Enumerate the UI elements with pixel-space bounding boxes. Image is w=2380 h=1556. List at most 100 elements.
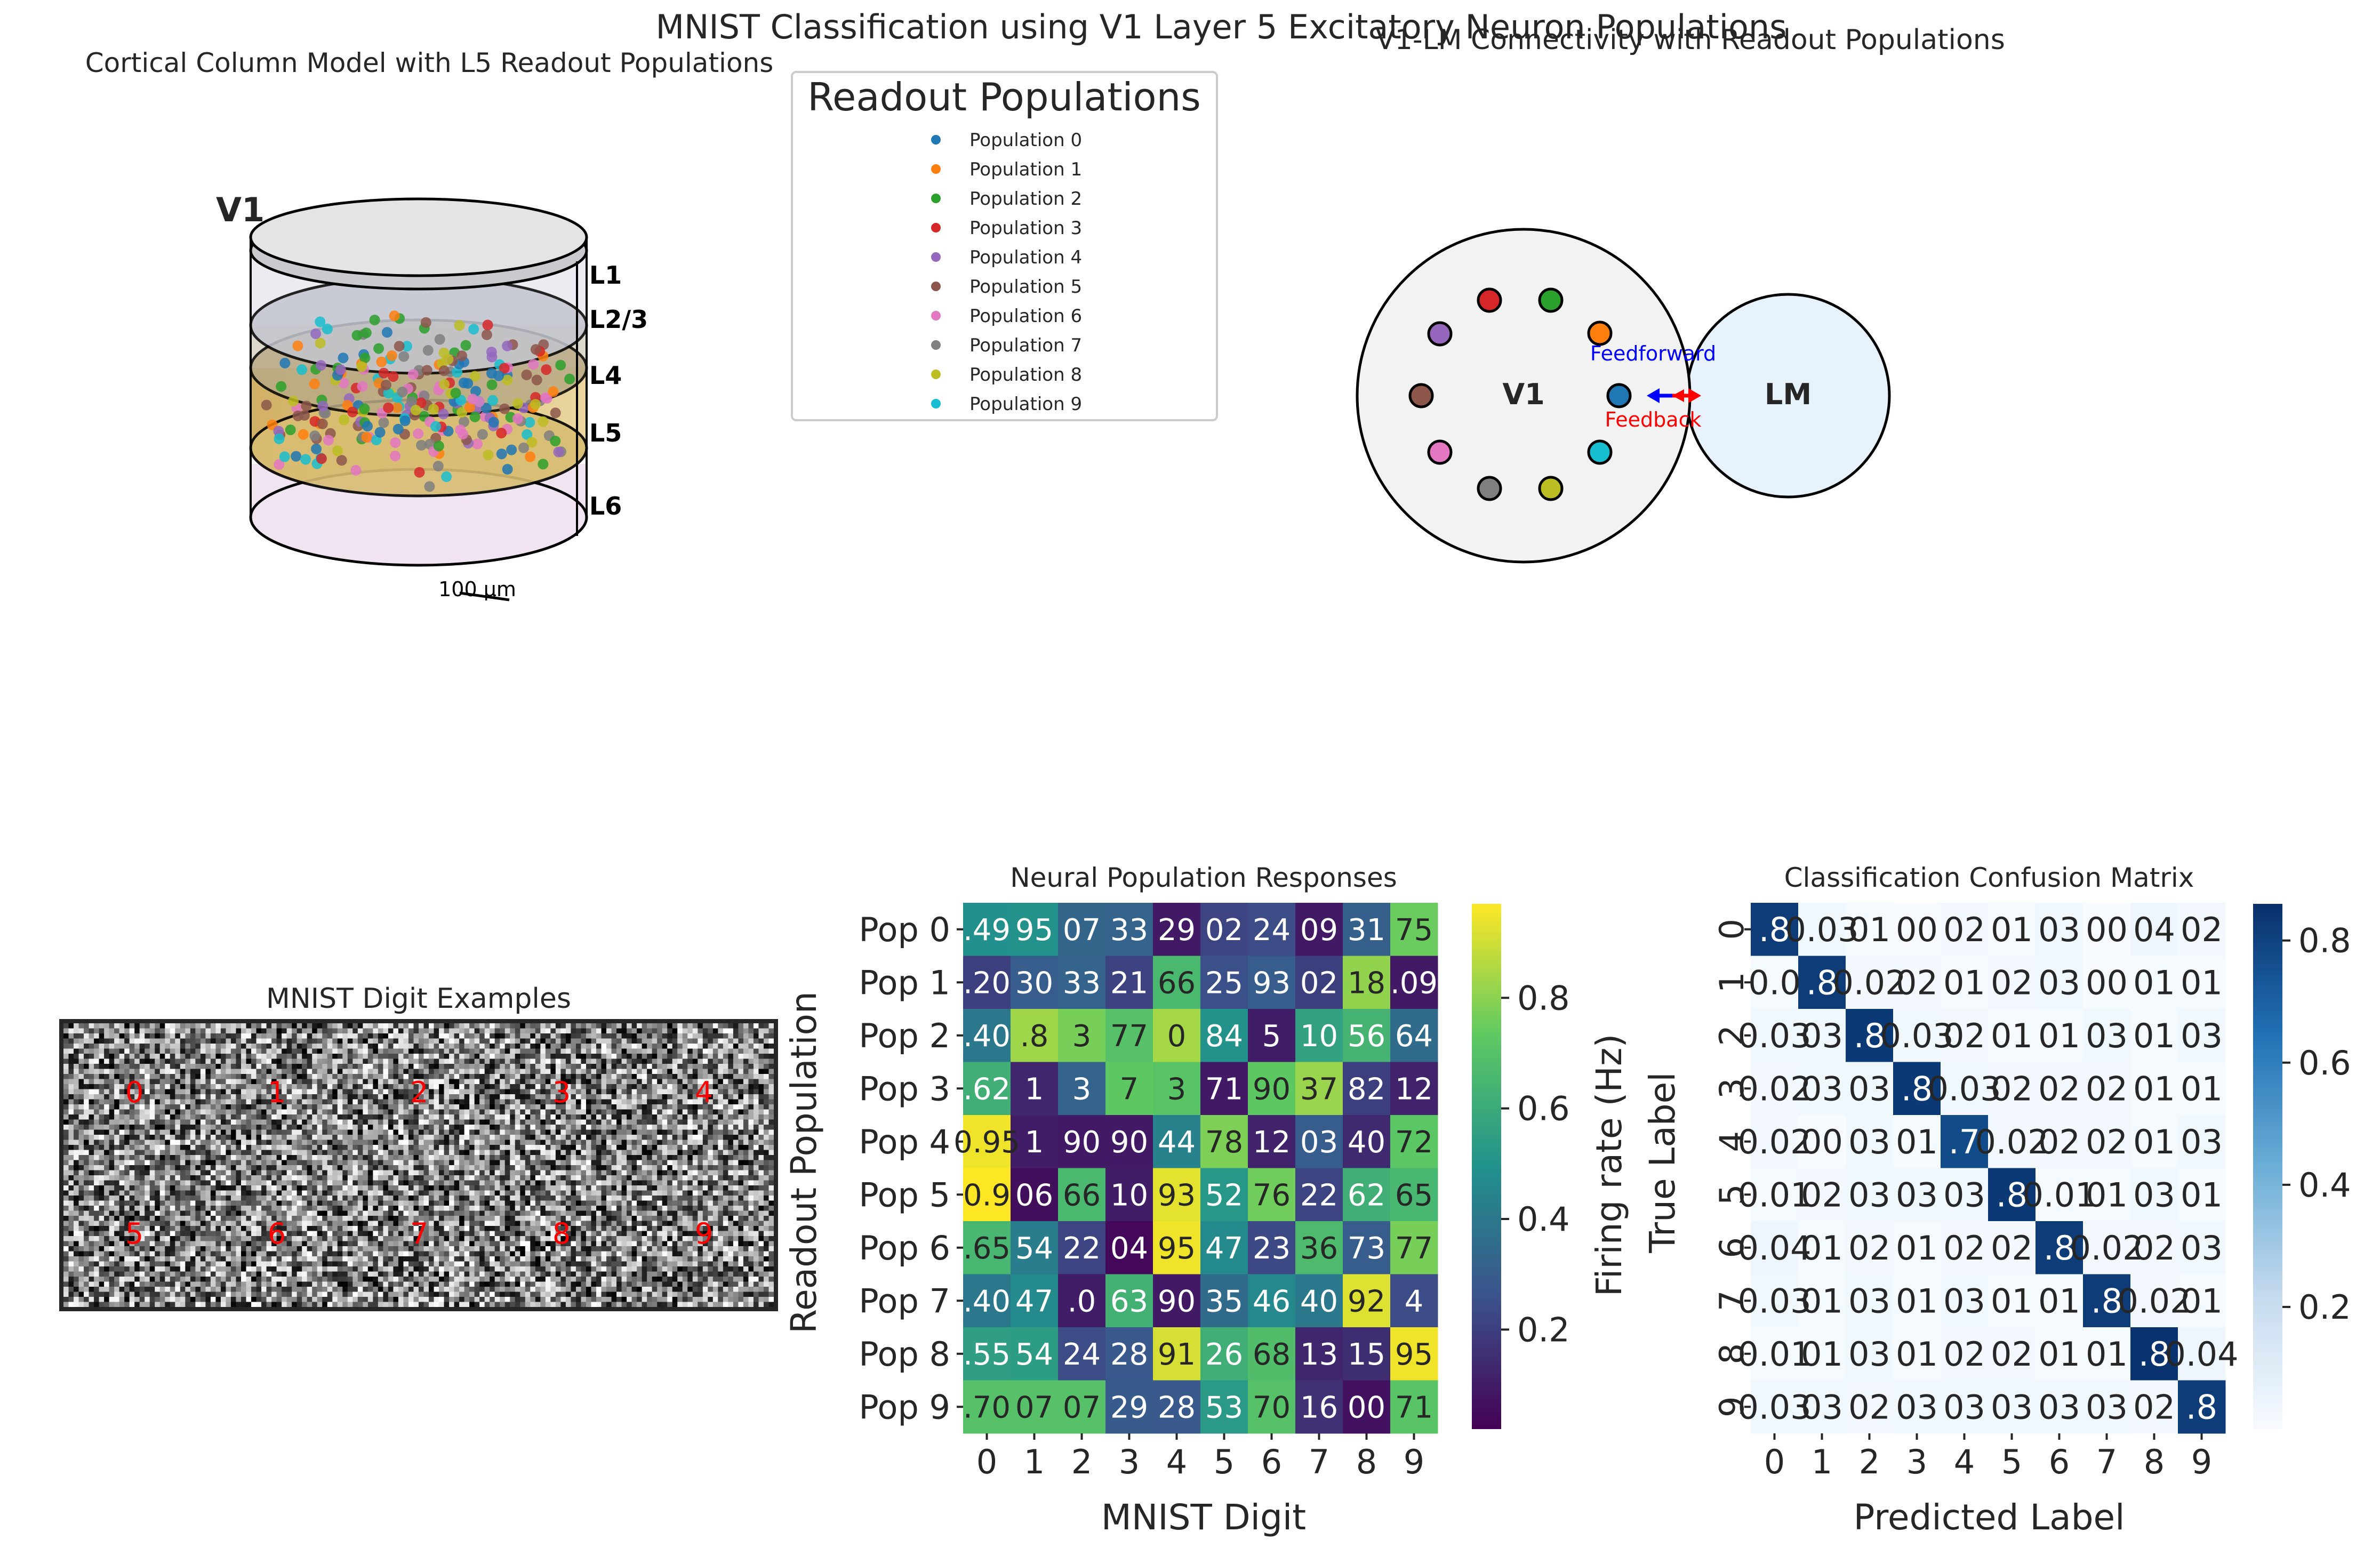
neuron-dot — [472, 438, 483, 450]
x-tick-label: 8 — [1356, 1442, 1377, 1481]
heatmap-cell — [1105, 1009, 1153, 1062]
neuron-dot — [454, 320, 465, 331]
column-area-label: V1 — [216, 190, 265, 229]
heatmap-cell — [963, 903, 1011, 956]
heatmap-cell — [963, 1327, 1011, 1381]
heatmap-cell — [1343, 1327, 1391, 1381]
neuron-dot — [434, 334, 445, 345]
neuron-dot — [499, 403, 510, 414]
confusion-matrix-yticks: 0 1 2 3 4 5 6 7 8 9 — [1712, 919, 1751, 1417]
neuron-dot — [292, 410, 303, 421]
heatmap-cell-label: .20 — [963, 966, 1011, 1000]
x-tick-label: 7 — [1309, 1442, 1329, 1481]
heatmap-cell-label: 0.02 — [2117, 1282, 2191, 1321]
response-heatmap-xlabel: MNIST Digit — [1101, 1497, 1306, 1538]
mnist-digit-label-5: 5 — [125, 1217, 143, 1250]
heatmap-cell-label: .8 — [2091, 1282, 2122, 1321]
heatmap-cell — [1153, 1062, 1201, 1116]
heatmap-cell — [1751, 903, 1799, 956]
colorbar-tick-label: 0.8 — [1517, 978, 1570, 1017]
heatmap-cell-label: 3 — [1072, 1019, 1092, 1054]
heatmap-cell — [1751, 1274, 1799, 1328]
heatmap-cell — [1846, 1115, 1894, 1168]
layer-l23-top-edge — [249, 276, 588, 375]
heatmap-cell — [1200, 1274, 1248, 1328]
heatmap-cell — [1893, 1380, 1941, 1434]
layer-label-l5: L5 — [589, 419, 622, 447]
heatmap-cell — [1105, 1168, 1153, 1222]
neuron-dot — [480, 403, 492, 414]
heatmap-cell — [1846, 1009, 1894, 1062]
heatmap-cell — [1295, 1380, 1343, 1434]
heatmap-cell — [2083, 1221, 2131, 1274]
heatmap-cell-label: 52 — [1205, 1178, 1243, 1213]
neuron-dot — [274, 459, 285, 470]
y-tick-label: 4 — [1712, 1131, 1751, 1152]
connectivity-panel: V1-LM Connectivity with Readout Populati… — [1356, 24, 2005, 564]
scale-bar — [459, 591, 510, 601]
cortical-column-panel: Cortical Column Model with L5 Readout Po… — [85, 47, 773, 601]
neuron-dot — [481, 329, 492, 340]
neuron-dot — [315, 338, 326, 349]
legend-entry-2: Population 2 — [969, 188, 1082, 210]
heatmap-cell — [1105, 1221, 1153, 1274]
heatmap-cell — [1893, 1168, 1941, 1222]
neuron-dot — [309, 378, 320, 389]
heatmap-cell — [1343, 1274, 1391, 1328]
heatmap-cell-label: 72 — [1395, 1125, 1433, 1160]
neuron-dot — [474, 396, 485, 407]
heatmap-cell-label: 03 — [1801, 1388, 1843, 1427]
heatmap-cell-label: 03 — [2038, 1388, 2080, 1427]
neuron-dot — [309, 430, 320, 442]
heatmap-cell-label: .8 — [2044, 1229, 2075, 1268]
heatmap-cell — [1153, 956, 1201, 1009]
heatmap-cell — [1058, 903, 1106, 956]
v1-area-label: V1 — [1502, 378, 1544, 411]
heatmap-cell — [1295, 1062, 1343, 1116]
confusion-matrix-ylabel: True Label — [1642, 1072, 1683, 1253]
response-colorbar-label: Firing rate (Hz) — [1589, 1034, 1630, 1297]
heatmap-cell — [2178, 1062, 2226, 1116]
heatmap-cell — [1798, 903, 1846, 956]
neuron-dot — [452, 367, 463, 378]
heatmap-cell — [1798, 1115, 1846, 1168]
mnist-digit-label-8: 8 — [552, 1217, 571, 1250]
heatmap-cell-label: 54 — [1015, 1231, 1053, 1266]
heatmap-cell-label: 1 — [1025, 1072, 1044, 1106]
heatmap-cell-label: 95 — [1015, 913, 1053, 948]
heatmap-cell-label: 00 — [1348, 1390, 1385, 1425]
x-tick-label: 8 — [2144, 1442, 2165, 1481]
heatmap-cell-label: 78 — [1205, 1125, 1243, 1160]
legend-marker-1 — [931, 164, 941, 174]
heatmap-cell-label: 01 — [2181, 1176, 2223, 1215]
neuron-dot — [468, 324, 479, 335]
heatmap-cell — [963, 1062, 1011, 1116]
heatmap-cell — [2036, 1115, 2083, 1168]
heatmap-cell-label: .0 — [1068, 1284, 1096, 1319]
heatmap-cell-label: 91 — [1158, 1337, 1196, 1372]
heatmap-cell — [1941, 1274, 1989, 1328]
heatmap-cell-label: 01 — [2038, 1282, 2080, 1321]
neuron-dot — [339, 414, 349, 426]
heatmap-cell — [963, 1221, 1011, 1274]
neuron-dot — [298, 429, 309, 440]
heatmap-cell-label: 01 — [2181, 1070, 2223, 1109]
heatmap-cell-label: 02 — [1943, 910, 1985, 949]
x-tick-label: 7 — [2096, 1442, 2117, 1481]
neuron-dot — [441, 471, 452, 482]
heatmap-cell — [2130, 1327, 2178, 1381]
heatmap-cell-label: .8 — [1854, 1016, 1885, 1055]
neuron-dot — [456, 350, 468, 362]
heatmap-cell — [1751, 1380, 1799, 1434]
y-tick-label: 0 — [1712, 919, 1751, 940]
x-tick-label: 2 — [1071, 1442, 1092, 1481]
heatmap-cell-label: 01 — [1801, 1229, 1843, 1268]
x-tick-label: 3 — [1906, 1442, 1927, 1481]
heatmap-cell-label: 01 — [2038, 1335, 2080, 1374]
heatmap-cell-label: 71 — [1395, 1390, 1433, 1425]
heatmap-cell-label: 26 — [1205, 1337, 1243, 1372]
heatmap-cell — [1011, 1380, 1059, 1434]
confusion-matrix-xlabel: Predicted Label — [1854, 1497, 2125, 1538]
neuron-dot — [297, 364, 307, 375]
legend-entry-9: Population 9 — [969, 394, 1082, 415]
